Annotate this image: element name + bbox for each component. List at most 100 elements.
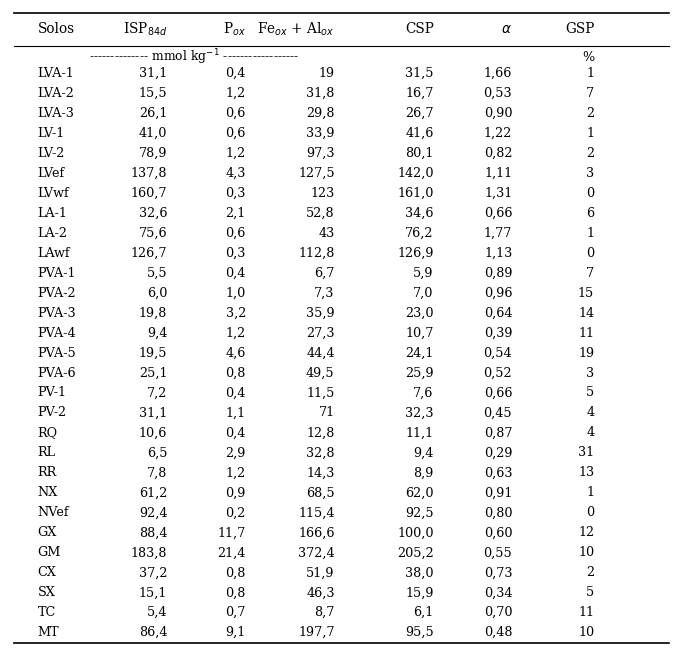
Text: 4,3: 4,3	[225, 167, 246, 179]
Text: 160,7: 160,7	[131, 187, 167, 200]
Text: 166,6: 166,6	[298, 527, 335, 539]
Text: 31,5: 31,5	[405, 67, 434, 80]
Text: ISP$_{84d}$: ISP$_{84d}$	[123, 21, 167, 38]
Text: 31,8: 31,8	[306, 87, 335, 100]
Text: 11: 11	[579, 327, 594, 339]
Text: 0,53: 0,53	[484, 87, 512, 100]
Text: 1,2: 1,2	[225, 147, 246, 160]
Text: PVA-5: PVA-5	[38, 346, 76, 360]
Text: 0,4: 0,4	[225, 67, 246, 80]
Text: LV-1: LV-1	[38, 127, 65, 140]
Text: RQ: RQ	[38, 426, 57, 440]
Text: 1,22: 1,22	[484, 127, 512, 140]
Text: 7,3: 7,3	[314, 287, 335, 299]
Text: PVA-6: PVA-6	[38, 367, 76, 379]
Text: 3,2: 3,2	[225, 307, 246, 320]
Text: MT: MT	[38, 626, 59, 639]
Text: 9,4: 9,4	[147, 327, 167, 339]
Text: LA-2: LA-2	[38, 227, 68, 240]
Text: 26,7: 26,7	[405, 107, 434, 120]
Text: 19,8: 19,8	[139, 307, 167, 320]
Text: NX: NX	[38, 487, 58, 499]
Text: CX: CX	[38, 567, 57, 579]
Text: 4: 4	[586, 407, 594, 419]
Text: 15: 15	[578, 287, 594, 299]
Text: 0,63: 0,63	[484, 466, 512, 479]
Text: 0,87: 0,87	[484, 426, 512, 440]
Text: 7,8: 7,8	[147, 466, 167, 479]
Text: LAwf: LAwf	[38, 247, 70, 259]
Text: 6,1: 6,1	[413, 607, 434, 619]
Text: 1,1: 1,1	[226, 407, 246, 419]
Text: CSP: CSP	[405, 22, 434, 37]
Text: 1,77: 1,77	[484, 227, 512, 240]
Text: 61,2: 61,2	[139, 487, 167, 499]
Text: Fe$_{ox}$ + Al$_{ox}$: Fe$_{ox}$ + Al$_{ox}$	[257, 21, 335, 38]
Text: 4: 4	[586, 426, 594, 440]
Text: 197,7: 197,7	[298, 626, 335, 639]
Text: 8,9: 8,9	[413, 466, 434, 479]
Text: 0,90: 0,90	[484, 107, 512, 120]
Text: 2: 2	[586, 107, 594, 120]
Text: 2: 2	[586, 147, 594, 160]
Text: 11,5: 11,5	[306, 386, 335, 400]
Text: 1,31: 1,31	[484, 187, 512, 200]
Text: 25,1: 25,1	[139, 367, 167, 379]
Text: 0,73: 0,73	[484, 567, 512, 579]
Text: 26,1: 26,1	[139, 107, 167, 120]
Text: %: %	[582, 51, 594, 64]
Text: 75,6: 75,6	[139, 227, 167, 240]
Text: 35,9: 35,9	[306, 307, 335, 320]
Text: 6,0: 6,0	[147, 287, 167, 299]
Text: 0,4: 0,4	[225, 267, 246, 280]
Text: 41,0: 41,0	[139, 127, 167, 140]
Text: TC: TC	[38, 607, 56, 619]
Text: 142,0: 142,0	[398, 167, 434, 179]
Text: 137,8: 137,8	[131, 167, 167, 179]
Text: 10: 10	[578, 626, 594, 639]
Text: 62,0: 62,0	[405, 487, 434, 499]
Text: 13: 13	[578, 466, 594, 479]
Text: 0,48: 0,48	[484, 626, 512, 639]
Text: 51,9: 51,9	[306, 567, 335, 579]
Text: 4,6: 4,6	[225, 346, 246, 360]
Text: PV-2: PV-2	[38, 407, 67, 419]
Text: NVef: NVef	[38, 506, 69, 519]
Text: 27,3: 27,3	[306, 327, 335, 339]
Text: 19: 19	[578, 346, 594, 360]
Text: LVef: LVef	[38, 167, 65, 179]
Text: 68,5: 68,5	[306, 487, 335, 499]
Text: 11,1: 11,1	[406, 426, 434, 440]
Text: 86,4: 86,4	[139, 626, 167, 639]
Text: 14,3: 14,3	[306, 466, 335, 479]
Text: 15,5: 15,5	[139, 87, 167, 100]
Text: 0,6: 0,6	[225, 127, 246, 140]
Text: 0: 0	[586, 506, 594, 519]
Text: 29,8: 29,8	[306, 107, 335, 120]
Text: 9,1: 9,1	[225, 626, 246, 639]
Text: 43: 43	[318, 227, 335, 240]
Text: 23,0: 23,0	[405, 307, 434, 320]
Text: LV-2: LV-2	[38, 147, 65, 160]
Text: P$_{ox}$: P$_{ox}$	[223, 21, 246, 38]
Text: 7,2: 7,2	[147, 386, 167, 400]
Text: 0,9: 0,9	[225, 487, 246, 499]
Text: 5,9: 5,9	[413, 267, 434, 280]
Text: 10,7: 10,7	[405, 327, 434, 339]
Text: 80,1: 80,1	[405, 147, 434, 160]
Text: 1,66: 1,66	[484, 67, 512, 80]
Text: RL: RL	[38, 447, 55, 459]
Text: 12,8: 12,8	[306, 426, 335, 440]
Text: GX: GX	[38, 527, 57, 539]
Text: 0,82: 0,82	[484, 147, 512, 160]
Text: 5,4: 5,4	[147, 607, 167, 619]
Text: 0,8: 0,8	[225, 567, 246, 579]
Text: 0,34: 0,34	[484, 586, 512, 599]
Text: 25,9: 25,9	[405, 367, 434, 379]
Text: LVA-1: LVA-1	[38, 67, 74, 80]
Text: 161,0: 161,0	[398, 187, 434, 200]
Text: 92,5: 92,5	[405, 506, 434, 519]
Text: 16,7: 16,7	[405, 87, 434, 100]
Text: 126,9: 126,9	[398, 247, 434, 259]
Text: 0,64: 0,64	[484, 307, 512, 320]
